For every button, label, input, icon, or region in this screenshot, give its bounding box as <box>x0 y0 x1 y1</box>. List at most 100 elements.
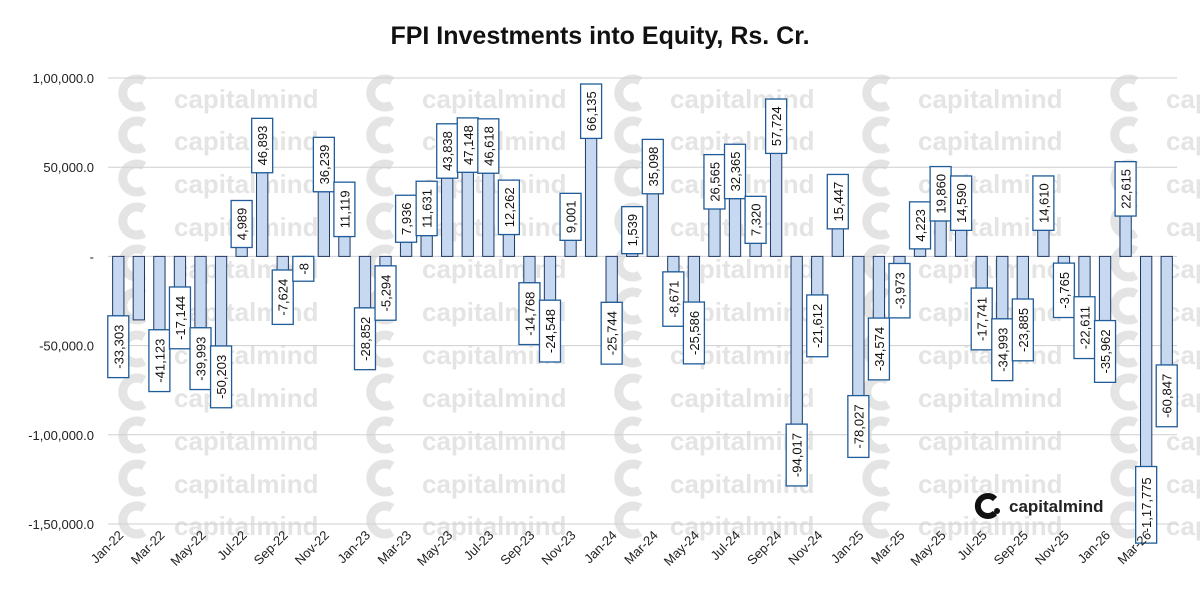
watermark-tile: capitalmind <box>118 459 318 499</box>
watermark-text: capitalmind <box>422 383 566 413</box>
bar <box>584 137 598 257</box>
data-label-text: 32,365 <box>728 152 743 192</box>
data-label-text: 11,119 <box>337 190 352 228</box>
bar <box>482 172 495 257</box>
watermark-tile: capitalmind <box>366 373 566 413</box>
bar <box>1037 229 1050 257</box>
data-label-text: -5,294 <box>379 275 394 312</box>
watermark-text: capitalmind <box>1166 511 1200 541</box>
data-label: 12,262 <box>497 179 521 236</box>
data-label-box <box>1011 298 1034 362</box>
data-label: -39,993 <box>189 327 212 391</box>
data-label-box <box>867 317 891 381</box>
data-label: -17,741 <box>970 287 993 351</box>
data-label: 32,365 <box>723 143 747 200</box>
data-label-box <box>209 345 233 409</box>
data-label-text: -14,768 <box>522 292 537 336</box>
capitalmind-logo-icon <box>974 493 1000 519</box>
data-label-box <box>292 255 315 282</box>
data-label-box <box>908 201 932 250</box>
watermark-tile: capitalmind <box>118 74 318 114</box>
watermark-text: capitalmind <box>1166 426 1200 456</box>
data-label: -14,768 <box>518 282 541 346</box>
data-label-box <box>538 299 562 363</box>
watermark-text: capitalmind <box>174 469 318 499</box>
data-label: -34,574 <box>867 317 891 381</box>
data-label-text: 9,001 <box>564 201 579 234</box>
data-label-text: 19,860 <box>934 174 949 214</box>
data-label-box <box>785 423 808 487</box>
data-label: -22,611 <box>1073 296 1096 360</box>
data-label: -8 <box>292 255 315 282</box>
data-label-text: -23,885 <box>1016 308 1031 352</box>
bar <box>502 234 516 257</box>
data-label: 4,223 <box>908 201 932 250</box>
watermark-text: capitalmind <box>174 84 318 114</box>
data-label-box <box>477 118 500 174</box>
watermark-c-icon <box>862 159 891 197</box>
watermark-text: capitalmind <box>918 426 1062 456</box>
bar <box>523 255 536 284</box>
data-label-text: -78,027 <box>851 404 866 448</box>
bar <box>728 198 742 257</box>
x-tick-label: Jan-23 <box>334 528 373 567</box>
bar <box>667 255 680 273</box>
watermark-text: capitalmind <box>422 511 566 541</box>
bar <box>112 255 125 317</box>
data-label-text: -35,962 <box>1098 329 1113 373</box>
data-label-text: -24,548 <box>543 309 558 353</box>
watermark-text: capitalmind <box>670 84 814 114</box>
data-label: 15,447 <box>826 173 849 230</box>
bar <box>852 255 865 397</box>
watermark-tile: capitalmind <box>118 501 318 541</box>
data-label: -1,17,775 <box>1135 465 1158 544</box>
data-label: -33,303 <box>107 315 130 379</box>
watermark-tile: capitalmind <box>614 287 814 327</box>
data-label-text: 12,262 <box>502 187 517 227</box>
watermark-tile: capitalmind <box>614 74 814 114</box>
data-label-text: -33,303 <box>111 325 126 369</box>
watermark-c-icon <box>1110 501 1139 539</box>
data-label: 46,893 <box>251 117 274 174</box>
bar <box>954 229 968 257</box>
watermark-c-icon <box>118 459 147 497</box>
watermark-text: capitalmind <box>918 383 1062 413</box>
watermark-text: capitalmind <box>670 511 814 541</box>
data-label-text: 46,893 <box>255 126 270 166</box>
data-label-text: 14,590 <box>954 183 969 223</box>
data-label-text: 66,135 <box>584 91 599 131</box>
data-label: -41,123 <box>148 329 171 393</box>
bar <box>996 255 1009 320</box>
watermark-tile: capitalmind <box>862 459 1062 499</box>
logo-text: capitalmind <box>1009 497 1103 516</box>
data-label-box <box>764 98 788 155</box>
data-label-box <box>579 83 603 140</box>
bar <box>132 255 145 321</box>
data-labels: -33,303 -41,123 -17,144 -39,993 -50,203 4,989… <box>107 83 1178 544</box>
data-label: -17,144 <box>168 286 192 350</box>
data-label: -8,671 <box>662 271 685 327</box>
data-label-box <box>168 286 192 350</box>
data-label-box <box>744 195 767 244</box>
watermark-tile: capitalmind <box>614 416 814 456</box>
data-label: 7,320 <box>744 195 767 244</box>
watermark-text: capitalmind <box>670 383 814 413</box>
watermark-tile: capitalmind <box>614 330 814 370</box>
data-label-text: -22,611 <box>1077 306 1092 349</box>
data-label-text: -17,741 <box>975 297 990 341</box>
data-label: -34,993 <box>991 318 1014 382</box>
watermark-tile: capitalmind <box>1110 116 1200 156</box>
watermark-tile: capitalmind <box>118 159 318 199</box>
data-label: -23,885 <box>1011 298 1034 362</box>
data-label-box <box>374 265 397 321</box>
bar <box>893 255 906 264</box>
data-label: 36,239 <box>312 136 336 193</box>
data-label: 4,989 <box>230 199 253 249</box>
watermark-tile: capitalmind <box>614 501 814 541</box>
bar <box>687 255 701 303</box>
watermark-tile: capitalmind <box>862 74 1062 114</box>
watermark-text: capitalmind <box>1166 84 1200 114</box>
data-label-box <box>1155 364 1178 428</box>
bar <box>769 152 783 257</box>
